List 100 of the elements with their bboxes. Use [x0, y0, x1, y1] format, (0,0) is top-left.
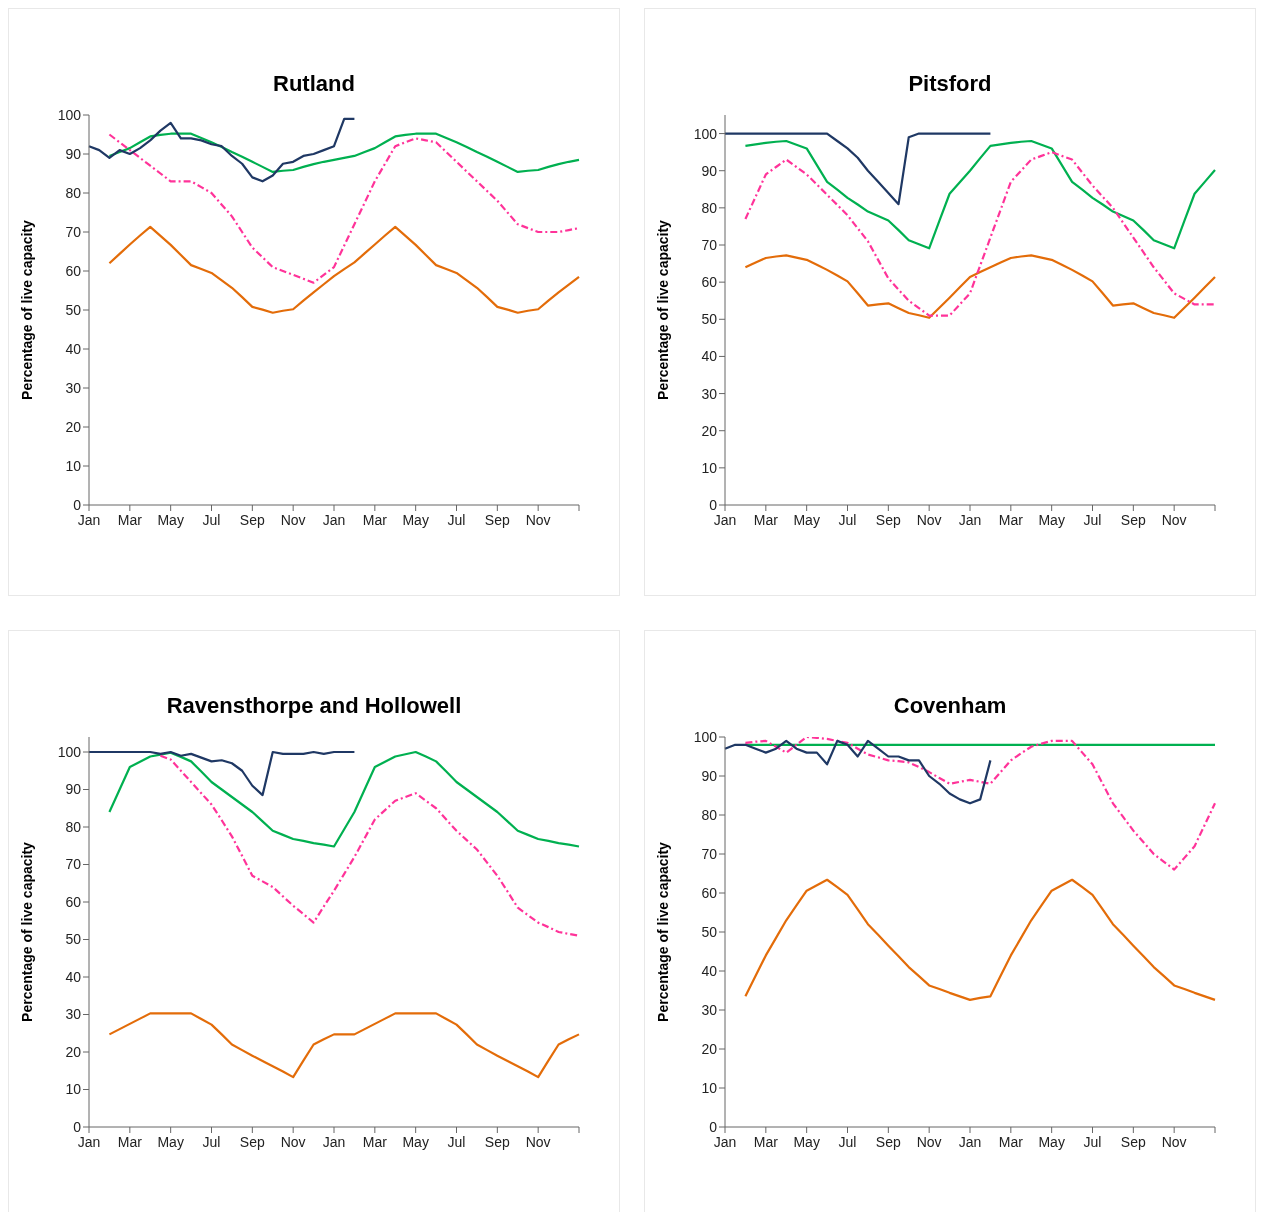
x-tick-label: Nov — [1161, 1134, 1187, 1150]
y-tick-label: 20 — [65, 1043, 82, 1060]
y-tick-label: 90 — [65, 145, 82, 162]
y-tick-label: 80 — [701, 806, 718, 823]
line-series — [108, 750, 581, 848]
line-series — [723, 132, 992, 206]
y-tick-label: 70 — [701, 236, 718, 253]
y-tick-label: 30 — [701, 385, 718, 402]
y-axis-title: Percentage of live capacity — [18, 219, 35, 400]
y-tick-label: 50 — [701, 923, 718, 940]
y-tick-label: 0 — [73, 1118, 82, 1135]
x-tick-label: Mar — [753, 512, 779, 528]
y-axis-title: Percentage of live capacity — [654, 219, 671, 400]
y-tick-label: 0 — [709, 496, 718, 513]
y-tick-label: 70 — [701, 845, 718, 862]
y-tick-label: 40 — [65, 340, 82, 357]
y-tick-label: 30 — [701, 1001, 718, 1018]
y-tick-label: 100 — [693, 728, 718, 745]
x-tick-label: May — [402, 1134, 429, 1150]
y-tick-label: 90 — [701, 767, 718, 784]
y-tick-label: 40 — [701, 348, 718, 365]
x-tick-label: Jul — [447, 512, 466, 528]
x-tick-label: Mar — [753, 1134, 779, 1150]
x-tick-label: May — [793, 1134, 820, 1150]
x-tick-label: Sep — [484, 512, 510, 528]
x-tick-label: Sep — [875, 512, 901, 528]
x-tick-label: May — [1038, 512, 1065, 528]
y-tick-label: 60 — [701, 274, 718, 291]
x-tick-label: Nov — [1161, 512, 1187, 528]
y-tick-label: 40 — [701, 962, 718, 979]
x-tick-label: Jan — [958, 512, 982, 528]
y-tick-label: 30 — [65, 379, 82, 396]
x-tick-label: Jul — [1083, 1134, 1102, 1150]
line-series — [723, 739, 992, 805]
x-tick-label: Mar — [362, 1134, 388, 1150]
x-tick-label: Nov — [916, 512, 942, 528]
x-tick-label: Jul — [838, 1134, 857, 1150]
chart-title: Ravensthorpe and Hollowell — [165, 693, 463, 720]
line-series — [87, 750, 356, 797]
x-tick-label: Mar — [998, 1134, 1024, 1150]
x-tick-label: May — [402, 512, 429, 528]
x-tick-label: Nov — [525, 512, 551, 528]
y-tick-label: 70 — [65, 856, 82, 873]
x-tick-label: Sep — [239, 1134, 265, 1150]
x-tick-label: Jan — [77, 512, 101, 528]
y-tick-label: 0 — [73, 496, 82, 513]
x-tick-label: Sep — [875, 1134, 901, 1150]
y-tick-label: 10 — [65, 1081, 82, 1098]
y-tick-label: 100 — [693, 125, 718, 142]
x-tick-label: Jul — [202, 512, 221, 528]
y-tick-label: 100 — [57, 106, 82, 123]
x-tick-label: Nov — [280, 1134, 306, 1150]
x-tick-label: Sep — [1120, 1134, 1146, 1150]
line-series — [108, 1012, 581, 1079]
x-tick-label: May — [793, 512, 820, 528]
y-tick-label: 20 — [65, 418, 82, 435]
chart-title: Covenham — [892, 693, 1008, 720]
y-tick-label: 10 — [65, 457, 82, 474]
x-tick-label: Mar — [117, 1134, 143, 1150]
chart-title: Pitsford — [907, 71, 993, 98]
y-tick-label: 50 — [65, 301, 82, 318]
y-tick-label: 10 — [701, 1079, 718, 1096]
x-tick-label: Jul — [838, 512, 857, 528]
y-tick-label: 0 — [709, 1118, 718, 1135]
x-tick-label: Jan — [322, 1134, 346, 1150]
x-tick-label: Mar — [362, 512, 388, 528]
x-tick-label: May — [157, 512, 184, 528]
chart-title: Rutland — [272, 71, 356, 98]
y-tick-label: 50 — [701, 311, 718, 328]
y-tick-label: 90 — [701, 162, 718, 179]
x-tick-label: May — [1038, 1134, 1065, 1150]
y-tick-label: 60 — [701, 884, 718, 901]
y-axis-title: Percentage of live capacity — [654, 841, 671, 1022]
x-tick-label: Nov — [525, 1134, 551, 1150]
line-series — [744, 254, 1217, 319]
x-tick-label: Jan — [713, 1134, 737, 1150]
y-tick-label: 100 — [57, 743, 82, 760]
x-tick-label: Sep — [484, 1134, 510, 1150]
x-tick-label: Jul — [202, 1134, 221, 1150]
line-series — [108, 132, 581, 174]
x-tick-label: May — [157, 1134, 184, 1150]
line-series — [744, 737, 1217, 871]
y-tick-label: 80 — [65, 184, 82, 201]
x-tick-label: Mar — [117, 512, 143, 528]
line-series — [744, 878, 1217, 1001]
x-tick-label: Jan — [77, 1134, 101, 1150]
x-tick-label: Nov — [916, 1134, 942, 1150]
x-tick-label: Mar — [998, 512, 1024, 528]
y-tick-label: 20 — [701, 1040, 718, 1057]
y-tick-label: 60 — [65, 262, 82, 279]
y-tick-label: 40 — [65, 968, 82, 985]
line-series — [108, 225, 581, 314]
y-tick-label: 80 — [65, 818, 82, 835]
x-tick-label: Jul — [1083, 512, 1102, 528]
y-tick-label: 60 — [65, 893, 82, 910]
y-tick-label: 30 — [65, 1006, 82, 1023]
y-axis-title: Percentage of live capacity — [18, 841, 35, 1022]
x-tick-label: Sep — [239, 512, 265, 528]
line-series — [744, 139, 1217, 250]
x-tick-label: Jan — [713, 512, 737, 528]
